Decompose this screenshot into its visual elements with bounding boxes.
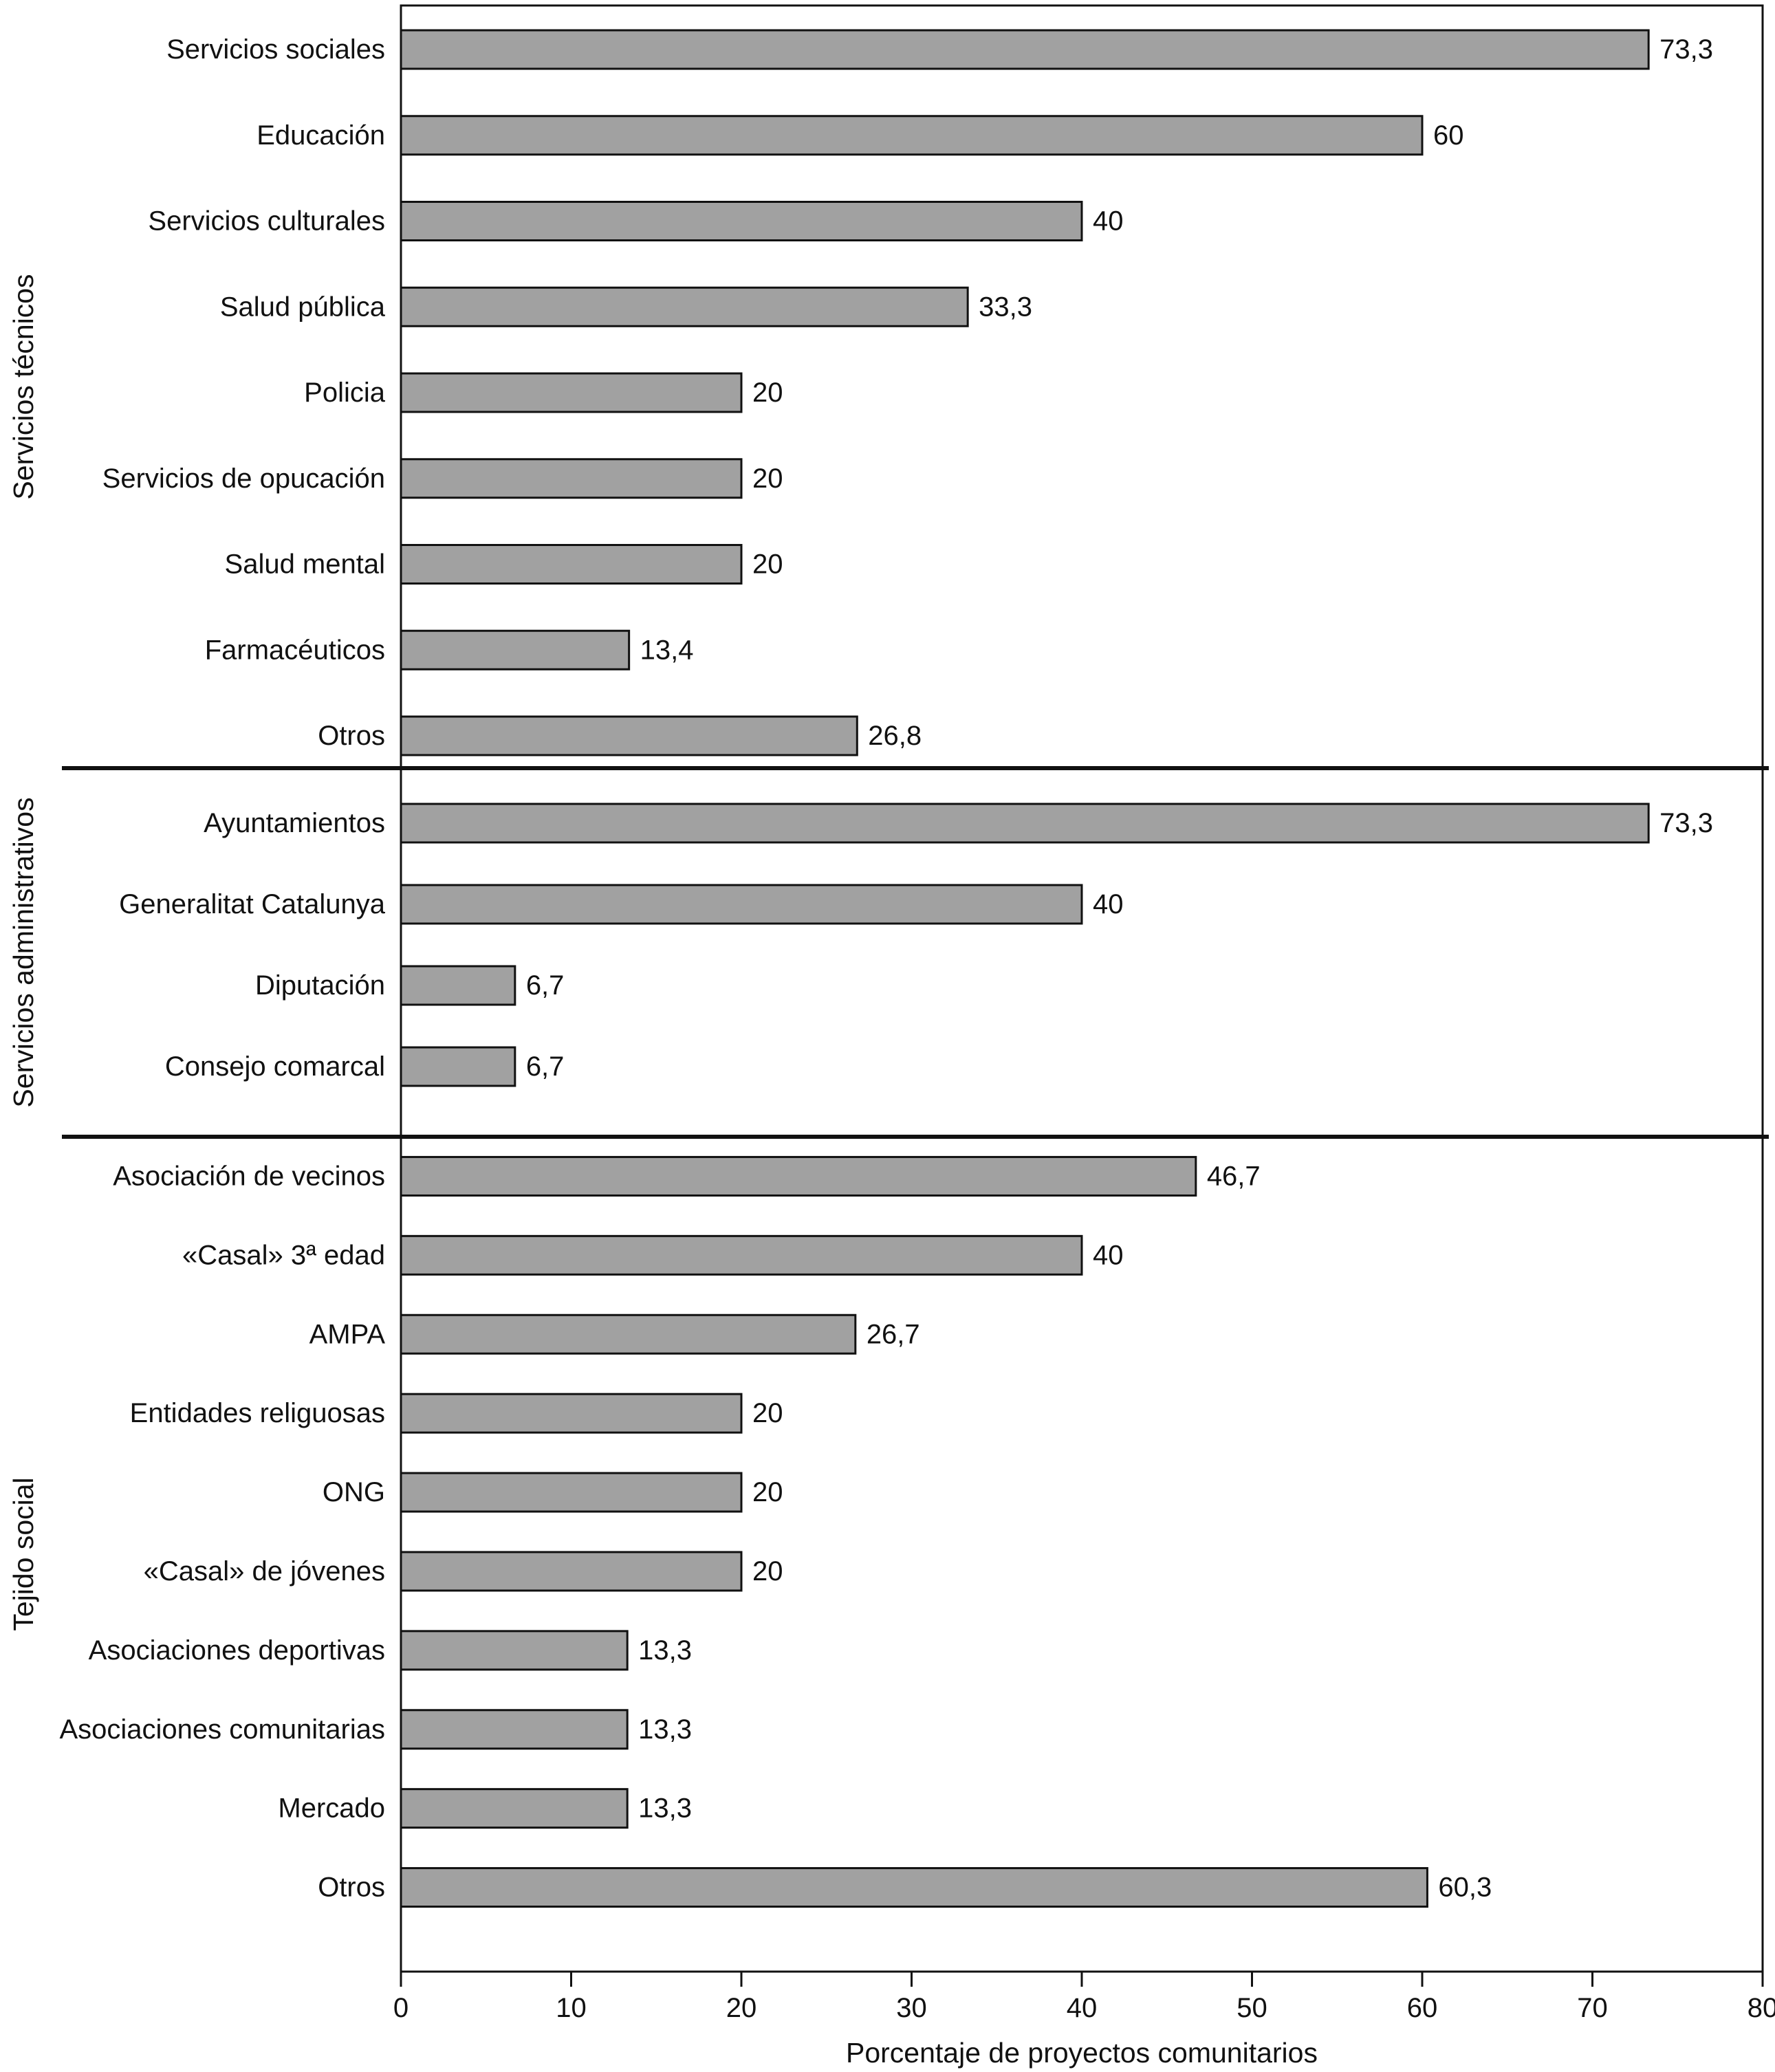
x-tick-label: 60 <box>1407 1993 1438 2023</box>
category-label: Diputación <box>255 970 385 1001</box>
category-label: Entidades religuosas <box>130 1398 385 1428</box>
category-label: Farmacéuticos <box>205 635 385 665</box>
bar <box>400 372 743 413</box>
bar <box>400 715 858 756</box>
bar-value-label: 20 <box>752 1556 783 1586</box>
x-tick-label: 0 <box>393 1993 409 2023</box>
category-label: Asociaciones comunitarias <box>59 1714 385 1745</box>
category-label: Otros <box>318 721 385 751</box>
category-label: Educación <box>257 120 385 151</box>
bar <box>400 458 743 499</box>
bar-value-label: 73,3 <box>1659 34 1713 65</box>
category-label: Servicios culturales <box>148 206 385 237</box>
bar-value-label: 6,7 <box>526 970 565 1001</box>
category-label: Servicios sociales <box>166 34 385 65</box>
bar-value-label: 33,3 <box>979 292 1032 322</box>
bar <box>400 965 516 1006</box>
bar <box>400 115 1424 156</box>
bar-value-label: 13,3 <box>638 1635 692 1666</box>
bar <box>400 1709 629 1750</box>
bar-value-label: 26,7 <box>867 1319 920 1349</box>
category-label: Policia <box>304 378 386 408</box>
bar <box>400 803 1650 844</box>
category-label: Servicios de opucación <box>102 464 385 494</box>
bar-value-label: 20 <box>752 549 783 580</box>
bar-value-label: 13,3 <box>638 1714 692 1745</box>
bar <box>400 1234 1083 1276</box>
bar-value-label: 40 <box>1093 1240 1124 1270</box>
group-label: Tejido social <box>8 1477 39 1631</box>
category-label: AMPA <box>309 1319 386 1349</box>
x-axis-title: Porcentaje de proyectos comunitarios <box>846 2037 1318 2069</box>
x-tick-label: 70 <box>1577 1993 1608 2023</box>
bar-value-label: 20 <box>752 1477 783 1507</box>
bar <box>400 1472 743 1513</box>
group-label: Servicios administrativos <box>8 797 39 1107</box>
bar <box>400 1788 629 1829</box>
category-label: Ayuntamientos <box>204 808 385 838</box>
group-label: Servicios técnicos <box>8 274 39 499</box>
bar <box>400 286 969 327</box>
x-tick-label: 80 <box>1747 1993 1775 2023</box>
bar <box>400 1046 516 1087</box>
bar <box>400 884 1083 925</box>
category-label: Asociaciones deportivas <box>89 1635 385 1666</box>
category-label: «Casal» de jóvenes <box>144 1556 385 1586</box>
category-label: Salud pública <box>220 292 386 322</box>
bar-value-label: 46,7 <box>1207 1161 1261 1191</box>
x-tick-label: 20 <box>726 1993 757 2023</box>
category-label: ONG <box>323 1477 385 1507</box>
bar <box>400 1313 857 1355</box>
bar-value-label: 20 <box>752 1398 783 1428</box>
bar <box>400 1867 1428 1908</box>
category-label: Salud mental <box>225 549 385 580</box>
bar-value-label: 20 <box>752 464 783 494</box>
category-label: Asociación de vecinos <box>113 1161 385 1191</box>
x-tick-label: 10 <box>556 1993 587 2023</box>
bar <box>400 544 743 585</box>
bar <box>400 1393 743 1434</box>
x-tick-label: 30 <box>896 1993 927 2023</box>
bar-value-label: 26,8 <box>868 721 922 751</box>
bar-value-label: 13,3 <box>638 1793 692 1824</box>
category-label: Generalitat Catalunya <box>119 889 386 919</box>
bar-value-label: 73,3 <box>1659 808 1713 838</box>
bar-value-label: 40 <box>1093 889 1124 919</box>
x-tick-label: 40 <box>1067 1993 1098 2023</box>
category-label: «Casal» 3ª edad <box>182 1240 385 1270</box>
bar-value-label: 6,7 <box>526 1051 565 1082</box>
bar-value-label: 40 <box>1093 206 1124 237</box>
bar <box>400 1551 743 1592</box>
bar <box>400 29 1650 70</box>
bar <box>400 1630 629 1671</box>
bar-value-label: 60,3 <box>1438 1873 1492 1903</box>
category-label: Mercado <box>278 1793 385 1824</box>
bar-value-label: 20 <box>752 378 783 408</box>
bar-value-label: 13,4 <box>640 635 694 665</box>
bar <box>400 201 1083 241</box>
category-label: Consejo comarcal <box>165 1051 385 1082</box>
x-tick-label: 50 <box>1237 1993 1267 2023</box>
bar <box>400 1155 1197 1197</box>
category-label: Otros <box>318 1873 385 1903</box>
bar <box>400 629 631 670</box>
bar-value-label: 60 <box>1433 120 1464 151</box>
